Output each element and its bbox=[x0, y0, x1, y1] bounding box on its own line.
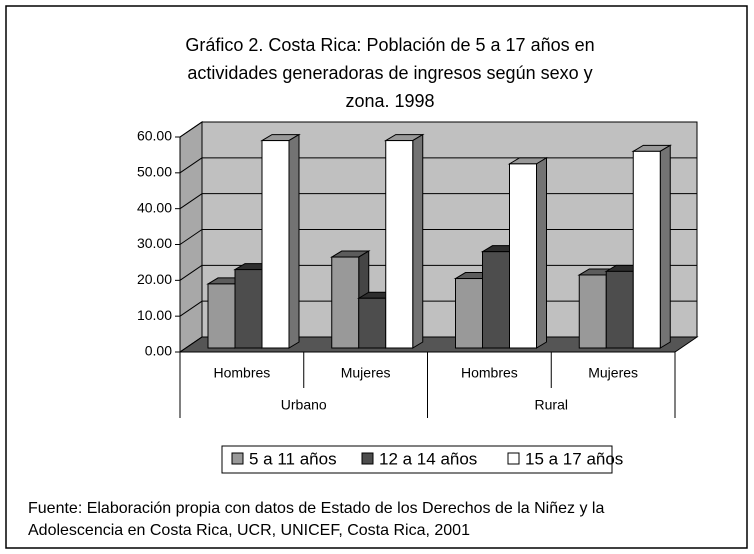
bar bbox=[358, 297, 387, 349]
chart-title: zona. 1998 bbox=[345, 91, 434, 111]
chart-title: actividades generadoras de ingresos segú… bbox=[187, 63, 592, 83]
legend-label: 5 a 11 años bbox=[249, 449, 337, 468]
group-label: Rural bbox=[535, 397, 568, 413]
grid-line bbox=[179, 157, 203, 174]
grid-line bbox=[179, 121, 203, 138]
bar bbox=[207, 283, 236, 349]
y-tick-label: 50.00 bbox=[137, 164, 172, 180]
bar bbox=[509, 163, 537, 349]
chart-title: Gráfico 2. Costa Rica: Población de 5 a … bbox=[185, 35, 594, 55]
legend-swatch bbox=[231, 452, 244, 465]
bar bbox=[605, 270, 634, 349]
bar bbox=[632, 150, 661, 349]
bar bbox=[331, 256, 360, 349]
x-tick-label: Hombres bbox=[213, 365, 270, 381]
legend-label: 15 a 17 años bbox=[525, 449, 623, 468]
y-tick-label: 0.00 bbox=[145, 343, 172, 359]
grid-line bbox=[179, 300, 203, 317]
bar bbox=[261, 140, 290, 349]
legend-swatch bbox=[361, 452, 374, 465]
bar-side bbox=[659, 144, 671, 349]
legend-swatch bbox=[507, 452, 520, 465]
grid-line bbox=[179, 264, 203, 281]
legend-label: 12 a 14 años bbox=[379, 449, 477, 468]
group-label: Urbano bbox=[281, 397, 327, 413]
bar bbox=[482, 251, 510, 349]
x-tick-label: Mujeres bbox=[341, 365, 391, 381]
bar bbox=[578, 274, 607, 349]
y-tick-label: 20.00 bbox=[137, 271, 172, 287]
y-tick-label: 40.00 bbox=[137, 199, 172, 215]
bar bbox=[234, 269, 263, 349]
bar-side bbox=[536, 156, 547, 349]
source-note: Fuente: Elaboración propia con datos de … bbox=[28, 500, 604, 517]
bar bbox=[385, 140, 414, 349]
y-tick-label: 60.00 bbox=[137, 128, 172, 144]
y-tick-label: 30.00 bbox=[137, 235, 172, 251]
bar bbox=[455, 278, 483, 349]
bar-side bbox=[288, 133, 300, 349]
legend-box bbox=[221, 445, 613, 474]
grid-line bbox=[179, 193, 203, 210]
y-tick-label: 10.00 bbox=[137, 307, 172, 323]
grid-line bbox=[179, 336, 203, 353]
x-tick-label: Mujeres bbox=[588, 365, 638, 381]
x-tick-label: Hombres bbox=[461, 365, 518, 381]
source-note: Adolescencia en Costa Rica, UCR, UNICEF,… bbox=[28, 522, 470, 539]
bar-side bbox=[412, 133, 424, 349]
grid-line bbox=[179, 229, 203, 245]
